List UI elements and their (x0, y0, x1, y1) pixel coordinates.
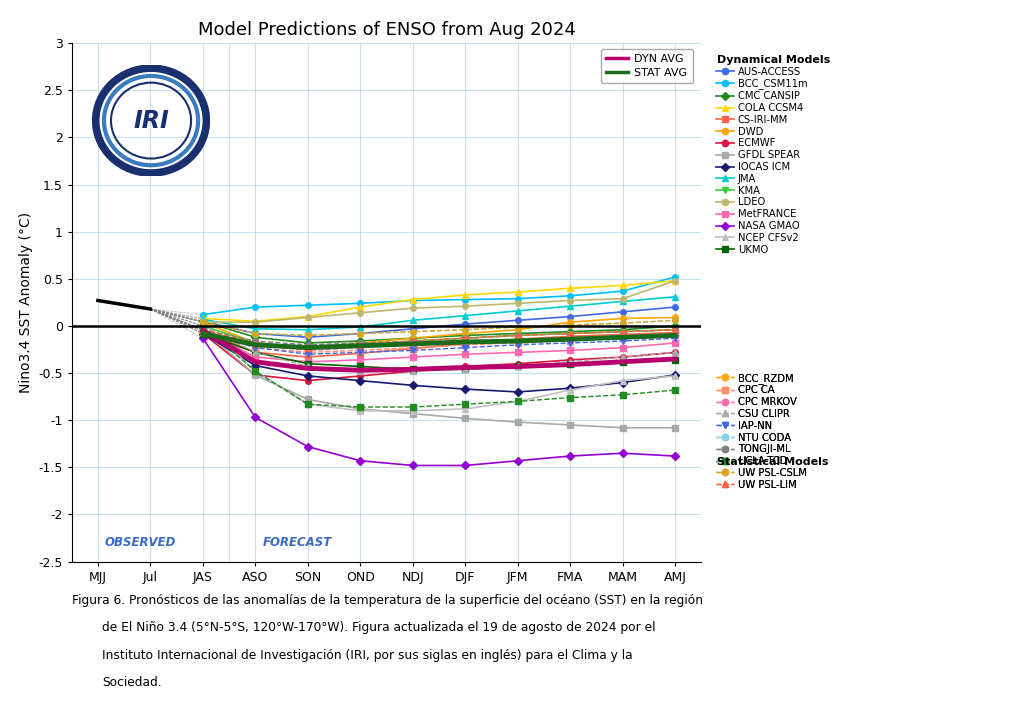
Text: IRI: IRI (133, 109, 169, 132)
Text: de El Niño 3.4 (5°N-5°S, 120°W-170°W). Figura actualizada el 19 de agosto de 202: de El Niño 3.4 (5°N-5°S, 120°W-170°W). F… (102, 621, 656, 634)
Text: FORECAST: FORECAST (263, 536, 332, 549)
Text: Sociedad.: Sociedad. (102, 676, 162, 689)
Text: Figura 6. Pronósticos de las anomalías de la temperatura de la superficie del oc: Figura 6. Pronósticos de las anomalías d… (72, 594, 702, 607)
Legend: BCC_RZDM, CPC CA, CPC MRKOV, CSU CLIPR, IAP-NN, NTU CODA, TONGJI-ML, UCLA-TCD, U: BCC_RZDM, CPC CA, CPC MRKOV, CSU CLIPR, … (713, 369, 810, 492)
Text: Dynamical Models: Dynamical Models (717, 55, 830, 65)
Text: Statistical Models: Statistical Models (717, 457, 828, 467)
Title: Model Predictions of ENSO from Aug 2024: Model Predictions of ENSO from Aug 2024 (198, 21, 575, 39)
Text: OBSERVED: OBSERVED (104, 536, 175, 549)
Text: Instituto Internacional de Investigación (IRI, por sus siglas en inglés) para el: Instituto Internacional de Investigación… (102, 649, 633, 662)
Y-axis label: Nino3.4 SST Anomaly (°C): Nino3.4 SST Anomaly (°C) (18, 212, 33, 393)
